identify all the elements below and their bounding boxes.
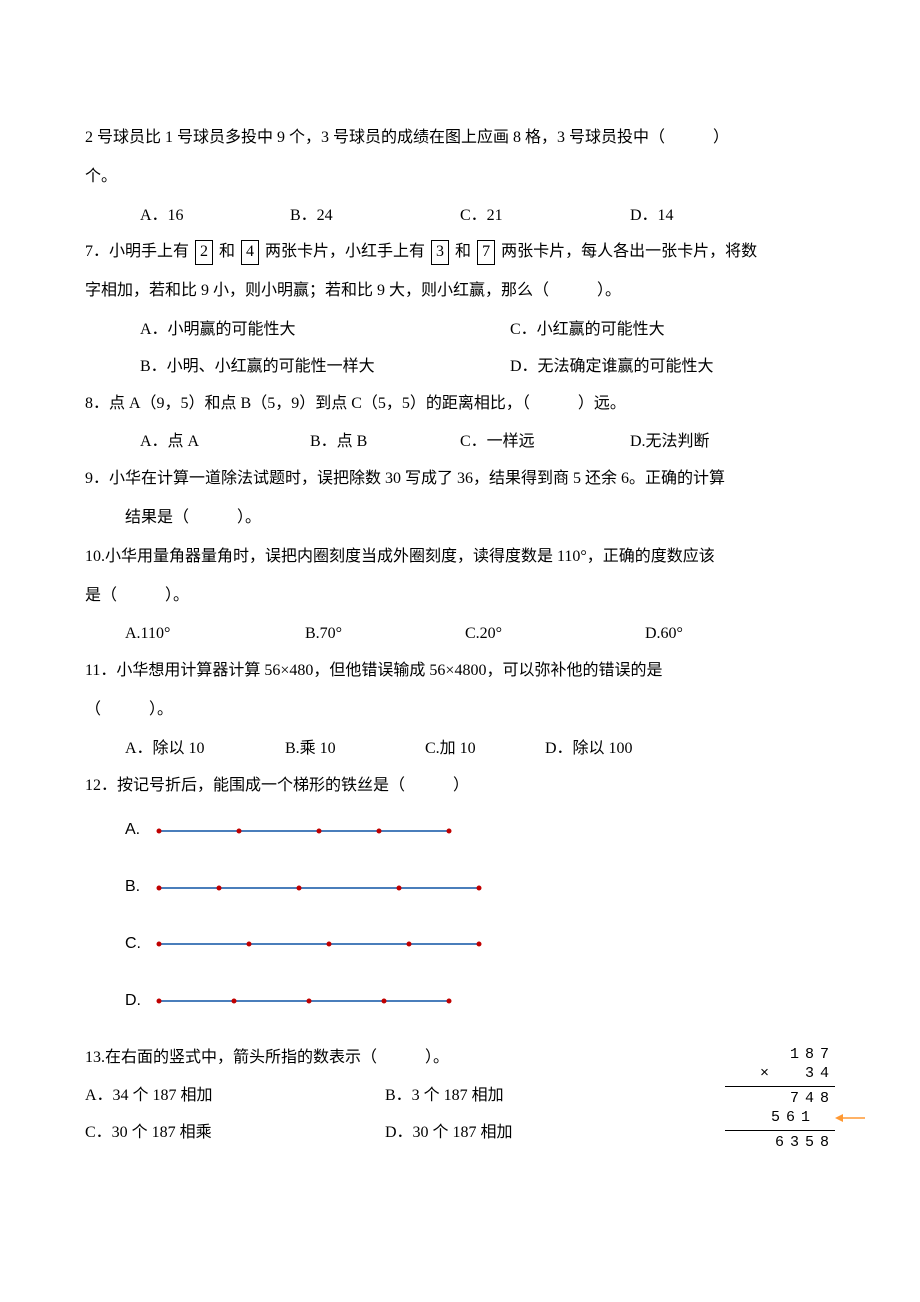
q13-left: 13.在右面的竖式中，箭头所指的数表示（ ）。 A．34 个 187 相加 B．… <box>85 1040 705 1152</box>
q6-opt-b: B．24 <box>290 198 460 235</box>
q13-opt-b: B．3 个 187 相加 <box>385 1078 635 1115</box>
wire-label-d: D. <box>125 983 155 1020</box>
q7-mid1: 和 <box>215 243 239 260</box>
q10-options: A.110° B.70° C.20° D.60° <box>85 616 835 653</box>
q7-mid2: 两张卡片，小红手上有 <box>261 243 429 260</box>
q11-opt-d: D．除以 100 <box>545 731 633 768</box>
wire-row-d: D. <box>125 983 835 1020</box>
q8-opt-b: B．点 B <box>310 424 460 461</box>
q6-options: A．16 B．24 C．21 D．14 <box>85 198 835 235</box>
q12-wire-options: A. B. C. D. <box>85 812 835 1019</box>
vmult-hr2 <box>725 1130 835 1131</box>
q6-stem-line2: 个。 <box>85 159 835 196</box>
q7-opt-d: D．无法确定谁赢的可能性大 <box>510 349 880 386</box>
q7-options-row2: B．小明、小红赢的可能性一样大 D．无法确定谁赢的可能性大 <box>85 349 835 386</box>
q7-opt-c: C．小红赢的可能性大 <box>510 312 880 349</box>
q13-wrap: 13.在右面的竖式中，箭头所指的数表示（ ）。 A．34 个 187 相加 B．… <box>85 1040 835 1153</box>
vmult-block: 187 × 34 748 561 6358 <box>725 1045 835 1153</box>
vmult-r1: 187 <box>725 1045 835 1065</box>
vmult-r5: 6358 <box>725 1133 835 1153</box>
q7-opt-a: A．小明赢的可能性大 <box>140 312 510 349</box>
wire-label-b: B. <box>125 869 155 906</box>
q11-stem-line2: （ ）。 <box>85 692 835 729</box>
wire-label-a: A. <box>125 812 155 849</box>
arrow-icon <box>835 1112 865 1124</box>
vmult-r4: 561 <box>756 1108 831 1128</box>
q10-opt-b: B.70° <box>305 616 465 653</box>
q9-stem-line2: 结果是（ ）。 <box>85 500 835 537</box>
card-3: 3 <box>431 240 449 264</box>
q13-opt-c: C．30 个 187 相乘 <box>85 1115 385 1152</box>
q9-stem-line1: 9．小华在计算一道除法试题时，误把除数 30 写成了 36，结果得到商 5 还余… <box>85 461 835 498</box>
q11-opt-c: C.加 10 <box>425 731 545 768</box>
wire-row-a: A. <box>125 812 835 849</box>
q13-options-row1: A．34 个 187 相加 B．3 个 187 相加 <box>85 1078 705 1115</box>
q8-options: A．点 A B．点 B C．一样远 D.无法判断 <box>85 424 835 461</box>
q6-opt-a: A．16 <box>140 198 290 235</box>
q8-opt-a: A．点 A <box>140 424 310 461</box>
q8-opt-c: C．一样远 <box>460 424 630 461</box>
q11-options: A．除以 10 B.乘 10 C.加 10 D．除以 100 <box>85 731 835 768</box>
q6-stem-line1: 2 号球员比 1 号球员多投中 9 个，3 号球员的成绩在图上应画 8 格，3 … <box>85 120 835 157</box>
card-7: 7 <box>477 240 495 264</box>
q11-opt-b: B.乘 10 <box>285 731 425 768</box>
wire-row-c: C. <box>125 926 835 963</box>
q10-stem-line1: 10.小华用量角器量角时，误把内圈刻度当成外圈刻度，读得度数是 110°，正确的… <box>85 539 835 576</box>
wire-label-c: C. <box>125 926 155 963</box>
wire-d-svg <box>155 996 453 1006</box>
wire-row-b: B. <box>125 869 835 906</box>
q7-post: 两张卡片，每人各出一张卡片，将数 <box>497 243 757 260</box>
card-4: 4 <box>241 240 259 264</box>
q12-stem: 12．按记号折后，能围成一个梯形的铁丝是（ ） <box>85 768 835 805</box>
q10-stem-line2: 是（ ）。 <box>85 578 835 615</box>
q6-opt-d: D．14 <box>630 198 780 235</box>
q7-mid3: 和 <box>451 243 475 260</box>
wire-c-svg <box>155 939 483 949</box>
q13-opt-d: D．30 个 187 相加 <box>385 1115 635 1152</box>
q13-options-row2: C．30 个 187 相乘 D．30 个 187 相加 <box>85 1115 705 1152</box>
q11-stem-line1: 11．小华想用计算器计算 56×480，但他错误输成 56×4800，可以弥补他… <box>85 653 835 690</box>
vmult-r2: × 34 <box>725 1064 835 1084</box>
q13-opt-a: A．34 个 187 相加 <box>85 1078 385 1115</box>
q7-stem-line2: 字相加，若和比 9 小，则小明赢；若和比 9 大，则小红赢，那么（ ）。 <box>85 273 835 310</box>
q11-opt-a: A．除以 10 <box>125 731 285 768</box>
q7-options-row1: A．小明赢的可能性大 C．小红赢的可能性大 <box>85 312 835 349</box>
q10-opt-c: C.20° <box>465 616 645 653</box>
q7-pre: 7．小明手上有 <box>85 243 193 260</box>
q8-stem: 8．点 A（9，5）和点 B（5，9）到点 C（5，5）的距离相比，（ ）远。 <box>85 386 835 423</box>
wire-b-svg <box>155 883 483 893</box>
q13-stem: 13.在右面的竖式中，箭头所指的数表示（ ）。 <box>85 1040 705 1077</box>
q10-opt-a: A.110° <box>125 616 305 653</box>
q13-multiplication: 187 × 34 748 561 6358 <box>705 1040 835 1153</box>
q7-stem-line1: 7．小明手上有 2 和 4 两张卡片，小红手上有 3 和 7 两张卡片，每人各出… <box>85 234 835 271</box>
wire-a-svg <box>155 826 453 836</box>
vmult-hr1 <box>725 1086 835 1087</box>
vmult-r3: 748 <box>725 1089 835 1109</box>
q10-opt-d: D.60° <box>645 616 683 653</box>
q8-opt-d: D.无法判断 <box>630 424 710 461</box>
q7-opt-b: B．小明、小红赢的可能性一样大 <box>140 349 510 386</box>
card-2: 2 <box>195 240 213 264</box>
q6-opt-c: C．21 <box>460 198 630 235</box>
vmult-r4-row: 561 <box>725 1108 835 1128</box>
